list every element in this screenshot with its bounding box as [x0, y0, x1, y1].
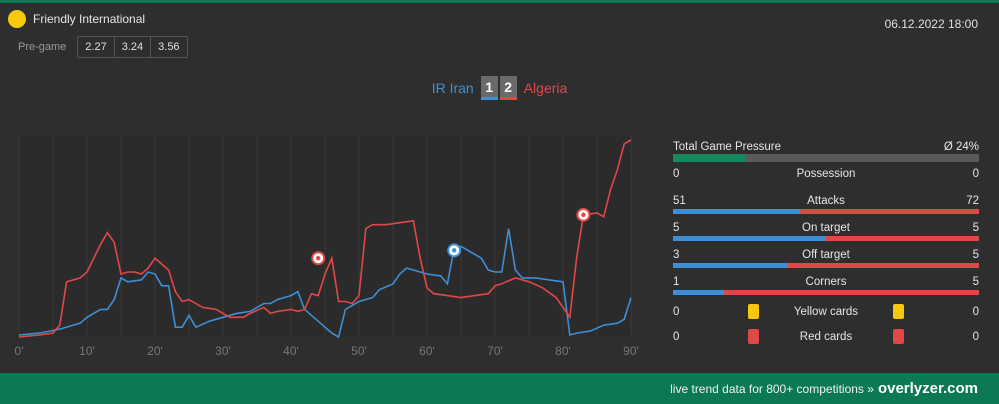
x-tick-label: 70' [487, 344, 503, 358]
attacks-bar-home [673, 209, 800, 214]
attacks-label: Attacks [807, 195, 845, 207]
off-target-bar-home [673, 263, 788, 268]
pregame-label: Pre-game [18, 41, 67, 53]
footer-text: live trend data for 800+ competitions » [670, 382, 874, 396]
on-target-bar [673, 236, 979, 241]
corners-bar-away [724, 290, 979, 295]
brand-logo-text[interactable]: overlyzer.com [877, 380, 978, 397]
x-tick-label: 40' [283, 344, 299, 358]
odd-away[interactable]: 3.56 [158, 41, 180, 53]
top-accent-line [0, 0, 999, 3]
pressure-label: Total Game Pressure [673, 141, 782, 153]
stat-attacks: 51 Attacks 72 [673, 194, 979, 221]
stat-possession: 0 Possession 0 [673, 167, 979, 194]
off-target-home: 3 [673, 249, 680, 261]
yellow-card-away-icon [893, 304, 904, 319]
possession-home: 0 [673, 168, 680, 180]
off-target-label: Off target [802, 249, 850, 261]
red-card-away-icon [893, 329, 904, 344]
possession-away: 0 [972, 168, 979, 180]
attacks-bar-away [799, 209, 979, 214]
x-tick-label: 50' [351, 344, 367, 358]
odd-home[interactable]: 2.27 [78, 37, 115, 57]
x-tick-label: 60' [419, 344, 435, 358]
home-score: 1 [480, 76, 498, 100]
stat-off-target: 3 Off target 5 [673, 248, 979, 275]
goal-marker-center [316, 256, 321, 261]
scoreboard: IR Iran 1 2 Algeria [0, 76, 999, 100]
away-trend-line [18, 139, 632, 338]
pressure-fill [673, 154, 747, 162]
odds-group: 2.27 3.24 3.56 [77, 36, 188, 58]
pregame-odds: Pre-game 2.27 3.24 3.56 [18, 36, 188, 58]
pressure-bar [673, 154, 979, 162]
red-card-home-icon [748, 329, 759, 344]
x-tick-label: 10' [79, 344, 95, 358]
goal-marker-center [452, 248, 457, 253]
stat-corners: 1 Corners 5 [673, 275, 979, 302]
x-tick-label: 0' [15, 344, 24, 358]
red-cards-home: 0 [673, 331, 680, 343]
off-target-bar-away [787, 263, 979, 268]
attacks-bar [673, 209, 979, 214]
yellow-card-home-icon [748, 304, 759, 319]
yellow-cards-away: 0 [972, 306, 979, 318]
on-target-label: On target [802, 222, 850, 234]
match-header: Friendly International [8, 10, 145, 28]
x-tick-label: 90' [623, 344, 639, 358]
competition-ball-icon [8, 10, 26, 28]
attacks-home: 51 [673, 195, 686, 207]
attacks-away: 72 [966, 195, 979, 207]
corners-away: 5 [972, 276, 979, 288]
pressure-value: Ø 24% [943, 141, 979, 153]
yellow-cards-home: 0 [673, 306, 680, 318]
footer-bar: live trend data for 800+ competitions » … [0, 373, 999, 404]
on-target-away: 5 [972, 222, 979, 234]
off-target-bar [673, 263, 979, 268]
on-target-bar-home [673, 236, 826, 241]
yellow-cards-label: Yellow cards [793, 306, 859, 318]
stat-red-cards: 0 Red cards 0 [673, 327, 979, 352]
on-target-bar-away [826, 236, 979, 241]
stat-yellow-cards: 0 Yellow cards 0 [673, 302, 979, 327]
corners-label: Corners [805, 276, 847, 288]
away-team-name[interactable]: Algeria [523, 80, 568, 96]
on-target-home: 5 [673, 222, 680, 234]
goal-marker-center [581, 212, 586, 218]
red-cards-away: 0 [972, 331, 979, 343]
home-trend-line [18, 228, 632, 339]
corners-bar [673, 290, 979, 295]
competition-name: Friendly International [33, 12, 146, 26]
possession-label: Possession [796, 168, 856, 180]
x-tick-label: 20' [147, 344, 163, 358]
stats-panel: Total Game Pressure Ø 24% 0 Possession 0… [673, 140, 979, 352]
x-tick-label: 30' [215, 344, 231, 358]
x-tick-label: 80' [555, 344, 571, 358]
stat-pressure: Total Game Pressure Ø 24% [673, 140, 979, 167]
odd-draw[interactable]: 3.24 [115, 37, 152, 57]
pressure-trend-chart[interactable]: 0' 10' 20' 30' 40' 50' 60' 70' 80' 90' [0, 133, 650, 363]
stat-on-target: 5 On target 5 [673, 221, 979, 248]
corners-bar-home [673, 290, 724, 295]
footer-promo[interactable]: live trend data for 800+ competitions » … [670, 380, 978, 397]
away-score: 2 [499, 76, 517, 100]
off-target-away: 5 [972, 249, 979, 261]
home-team-name[interactable]: IR Iran [431, 80, 474, 96]
corners-home: 1 [673, 276, 680, 288]
match-datetime: 06.12.2022 18:00 [884, 17, 978, 31]
red-cards-label: Red cards [799, 331, 853, 343]
